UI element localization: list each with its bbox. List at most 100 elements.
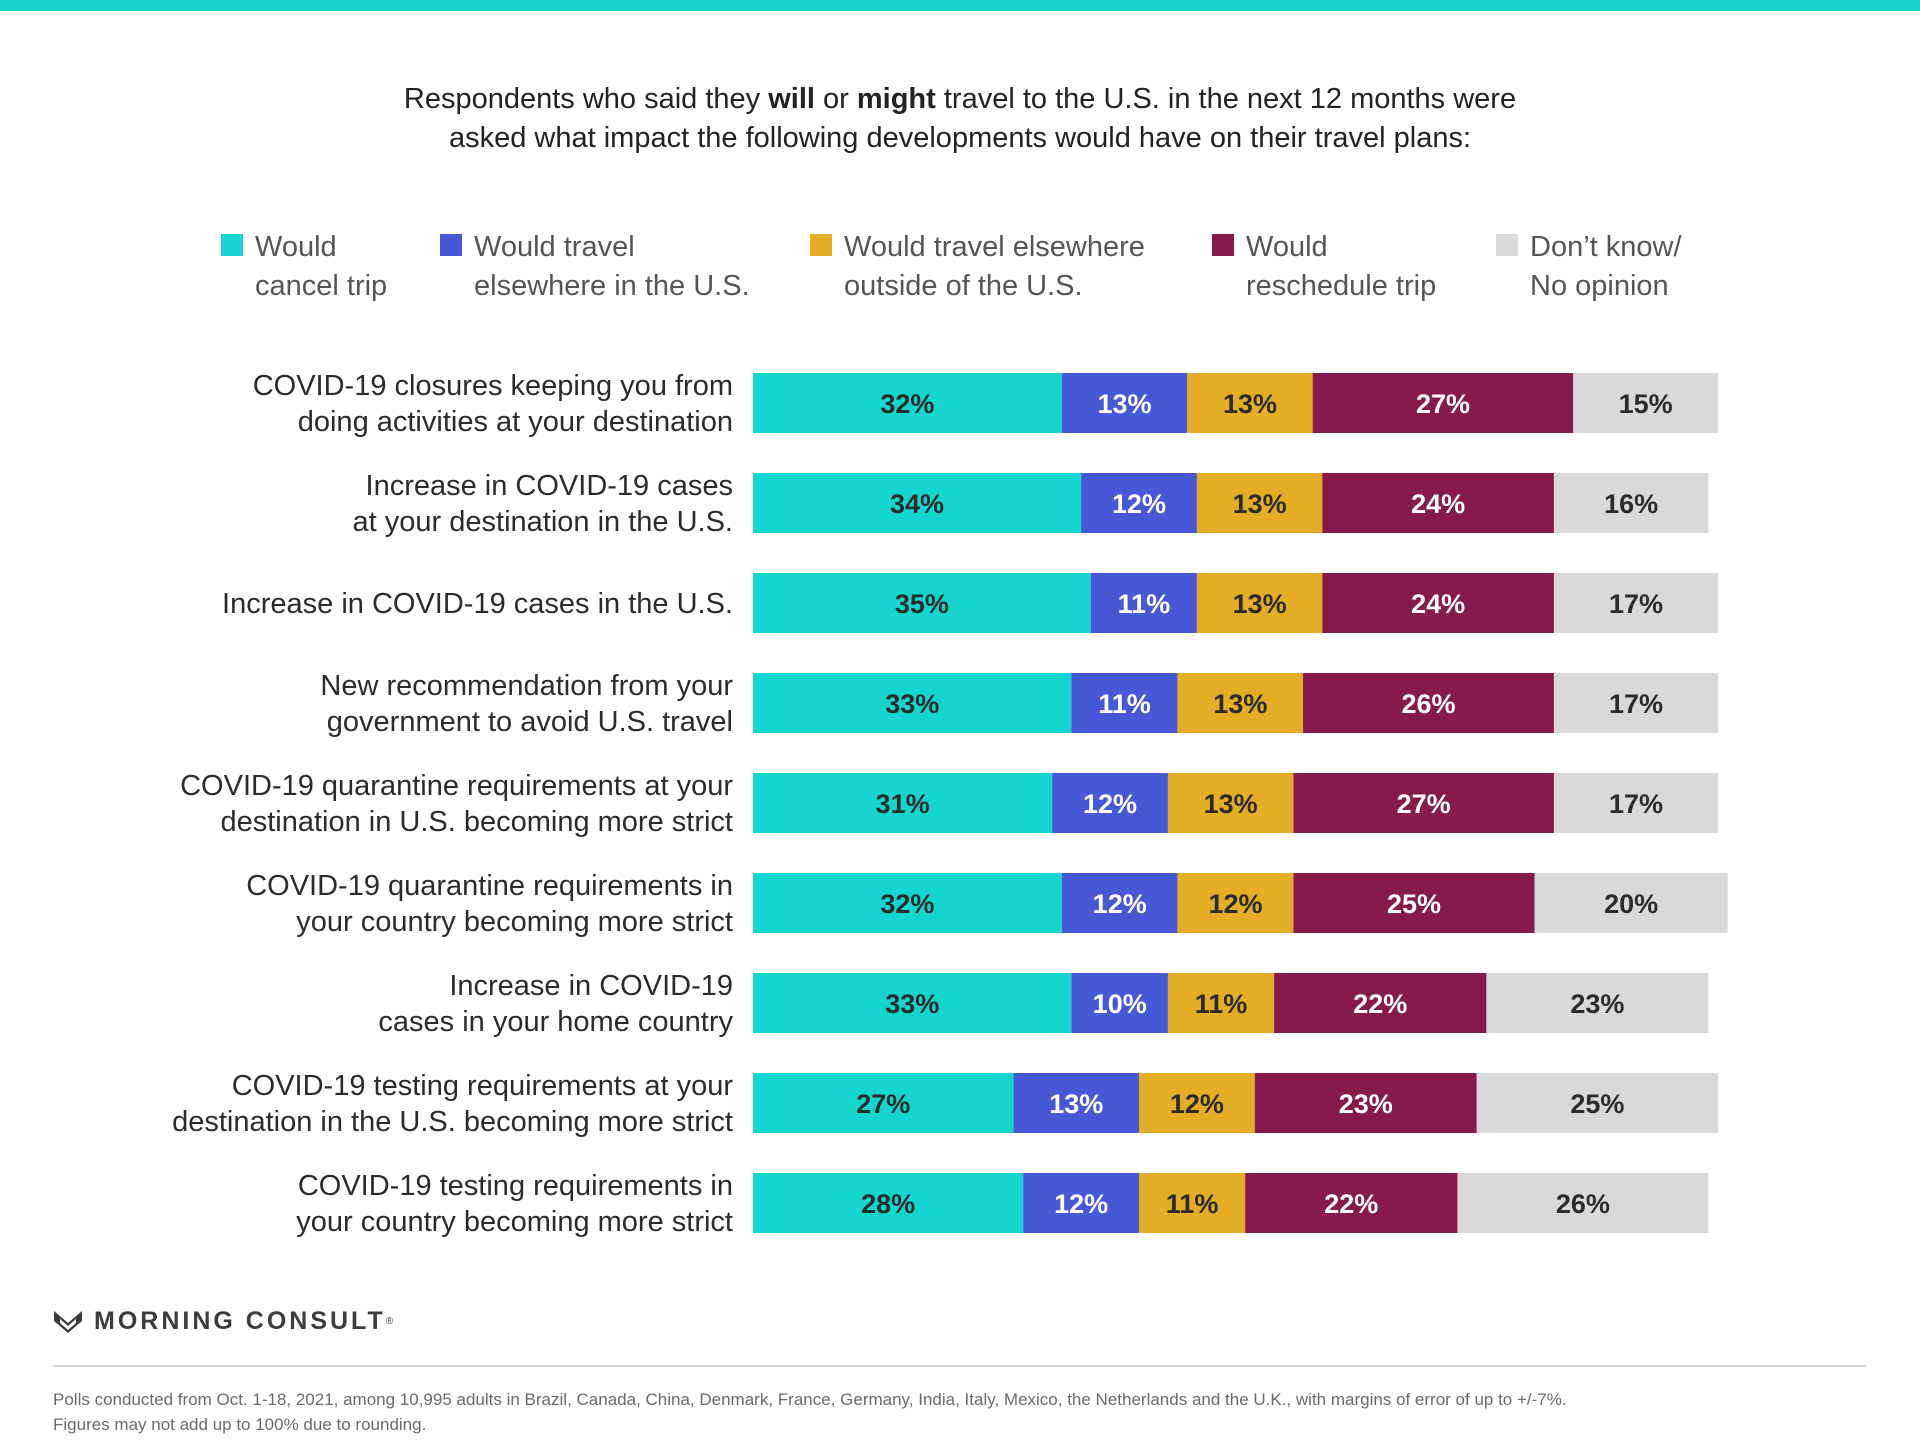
bar-segment xyxy=(1293,773,1554,833)
stacked-bar-chart: COVID-19 closures keeping you from doing … xyxy=(172,370,1728,1238)
data-label: 22% xyxy=(1353,989,1407,1019)
category-label: COVID-19 testing requirements at your des… xyxy=(172,1070,733,1138)
bar-segment xyxy=(1254,1073,1477,1133)
data-label: 35% xyxy=(895,589,949,619)
data-label: 32% xyxy=(880,889,934,919)
bar-segment xyxy=(1090,573,1197,633)
legend-label: Would xyxy=(1246,231,1328,263)
footnote-line-2: Figures may not add up to 100% due to ro… xyxy=(53,1415,427,1434)
data-label: 24% xyxy=(1411,489,1465,519)
category-label: COVID-19 quarantine requirements in your … xyxy=(246,870,733,938)
bar-segment xyxy=(1312,373,1574,433)
data-label: 25% xyxy=(1387,889,1441,919)
legend-label: Would travel elsewhere xyxy=(844,231,1145,263)
legend-label: Don’t know/ xyxy=(1530,231,1682,263)
bar-segment xyxy=(1553,773,1718,833)
bar-segment xyxy=(1322,573,1554,633)
data-label: 23% xyxy=(1339,1089,1393,1119)
data-label: 27% xyxy=(856,1089,910,1119)
legend-swatch-elsewhere-us xyxy=(440,234,462,256)
brand-m-icon xyxy=(54,1310,82,1333)
morning-consult-logo: MORNING CONSULT ® xyxy=(52,1307,393,1336)
bar-segment xyxy=(1476,1073,1718,1133)
legend-label: cancel trip xyxy=(255,270,388,302)
data-label: 28% xyxy=(861,1189,915,1219)
footnote-line-1: Polls conducted from Oct. 1-18, 2021, am… xyxy=(53,1390,1567,1409)
data-label: 13% xyxy=(1213,689,1267,719)
bar-segment xyxy=(1196,473,1323,533)
data-label: 33% xyxy=(885,989,939,1019)
data-label: 31% xyxy=(876,789,930,819)
data-label: 13% xyxy=(1233,489,1287,519)
legend-label: Would travel xyxy=(474,231,635,263)
data-label: 25% xyxy=(1570,1089,1624,1119)
legend-label: outside of the U.S. xyxy=(844,270,1083,302)
bar-segment xyxy=(753,373,1062,433)
bar-segment xyxy=(1177,673,1304,733)
data-label: 12% xyxy=(1093,889,1147,919)
bar-segment xyxy=(1052,773,1168,833)
bar-segment xyxy=(1013,1073,1139,1133)
bar-segment xyxy=(1553,573,1718,633)
bar-segment xyxy=(1274,973,1487,1033)
bar-segment xyxy=(1081,473,1197,533)
data-label: 22% xyxy=(1324,1189,1378,1219)
legend-swatch-elsewhere-outside xyxy=(810,234,832,256)
bar-segment xyxy=(1534,873,1728,933)
bar-segment xyxy=(753,473,1082,533)
data-label: 20% xyxy=(1604,889,1658,919)
legend-swatch-dont-know xyxy=(1496,234,1518,256)
data-label: 24% xyxy=(1411,589,1465,619)
bar-segment xyxy=(753,673,1072,733)
data-label: 11% xyxy=(1195,989,1248,1019)
data-label: 15% xyxy=(1619,389,1673,419)
bar-segment xyxy=(753,873,1062,933)
data-label: 23% xyxy=(1570,989,1624,1019)
data-label: 27% xyxy=(1416,389,1470,419)
data-label: 16% xyxy=(1604,489,1658,519)
headline-line-1: Respondents who said they will or might … xyxy=(403,83,1517,115)
data-label: 33% xyxy=(885,689,939,719)
data-label: 13% xyxy=(1098,389,1152,419)
data-label: 12% xyxy=(1083,789,1137,819)
data-label: 32% xyxy=(880,389,934,419)
data-label: 17% xyxy=(1609,689,1663,719)
data-label: 26% xyxy=(1556,1189,1610,1219)
data-label: 13% xyxy=(1223,389,1277,419)
bar-segment xyxy=(753,1073,1014,1133)
bar-segment xyxy=(1457,1173,1709,1233)
data-label: 12% xyxy=(1208,889,1262,919)
category-label: New recommendation from your government t… xyxy=(320,670,733,738)
bar-segment xyxy=(1245,1173,1458,1233)
brand-name: MORNING CONSULT xyxy=(94,1307,386,1335)
legend-item-reschedule: Would reschedule trip xyxy=(1212,228,1436,306)
bar-segment xyxy=(1139,1073,1255,1133)
legend-swatch-reschedule xyxy=(1212,234,1234,256)
legend-item-cancel: Would cancel trip xyxy=(221,228,387,306)
bar-segment xyxy=(1139,1173,1246,1233)
bar-segment xyxy=(1177,873,1294,933)
bar-segment xyxy=(1196,573,1323,633)
bar-segment xyxy=(1167,973,1275,1033)
chart-headline: Respondents who said they will or might … xyxy=(0,80,1920,158)
data-label: 12% xyxy=(1170,1089,1224,1119)
bar-segment xyxy=(753,973,1072,1033)
data-label: 17% xyxy=(1609,589,1663,619)
category-label: COVID-19 closures keeping you from doing … xyxy=(253,370,733,438)
category-label: Increase in COVID-19 cases in the U.S. xyxy=(222,588,733,620)
bar-segment xyxy=(1303,673,1554,733)
data-label: 11% xyxy=(1118,589,1171,619)
data-label: 11% xyxy=(1166,1189,1219,1219)
data-label: 10% xyxy=(1093,989,1147,1019)
bar-segment xyxy=(1187,373,1313,433)
footer-divider xyxy=(53,1365,1866,1367)
bar-segment xyxy=(1023,1173,1139,1233)
legend-item-elsewhere-us: Would travel elsewhere in the U.S. xyxy=(440,228,750,306)
bar-segment xyxy=(1071,973,1168,1033)
data-label: 11% xyxy=(1098,689,1151,719)
data-label: 17% xyxy=(1609,789,1663,819)
data-label: 12% xyxy=(1112,489,1166,519)
bar-segment xyxy=(1322,473,1554,533)
legend-label: elsewhere in the U.S. xyxy=(474,270,750,302)
bar-segment xyxy=(1553,673,1718,733)
